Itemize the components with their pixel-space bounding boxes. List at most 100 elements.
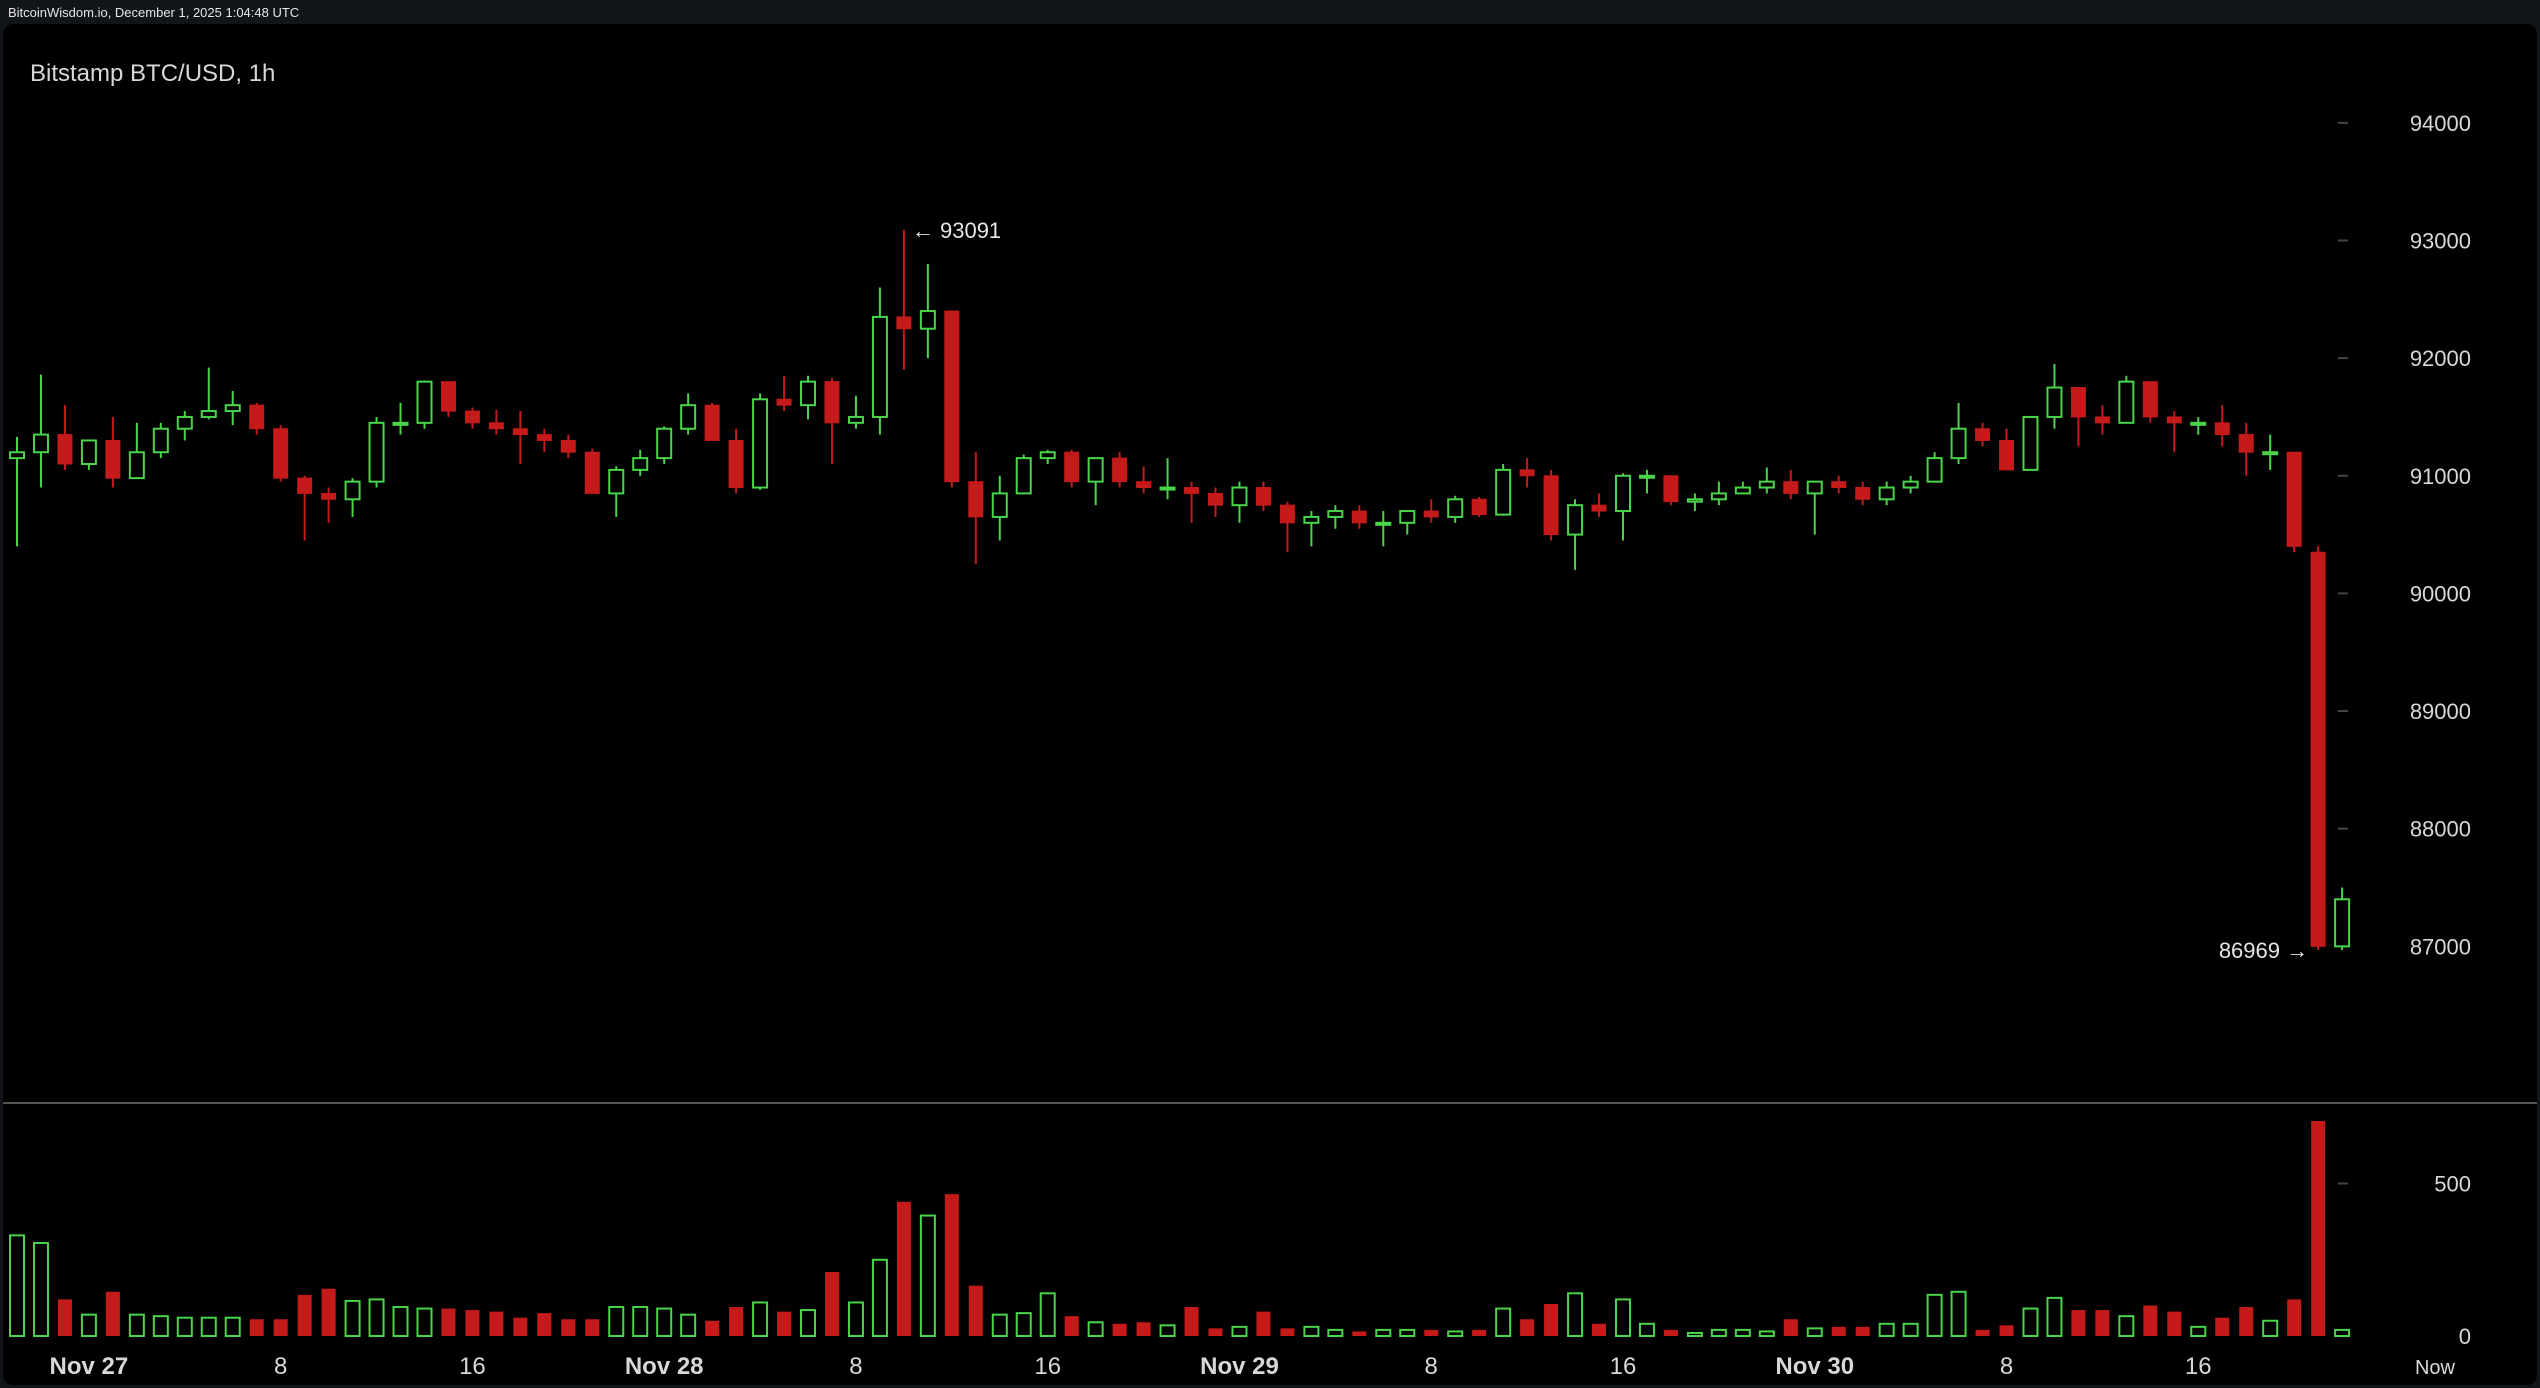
candle-body-up [847,415,864,424]
volume-bar-down [537,1313,552,1336]
volume-bar-up [1902,1322,1919,1337]
volume-bar-up [1231,1325,1248,1338]
volume-bar-down [824,1271,839,1336]
top-bar: BitcoinWisdom.io, December 1, 2025 1:04:… [0,0,2540,24]
candle-body-up [1327,510,1344,518]
time-axis-label: 16 [459,1353,486,1380]
volume-bar-up [1327,1328,1344,1338]
volume-bar-up [128,1313,145,1337]
time-axis-label: 8 [2000,1353,2013,1380]
volume-bar-down [705,1320,720,1336]
volume-bar-up [344,1299,361,1337]
volume-bar-down [1136,1322,1151,1336]
candle-body-up [2118,380,2135,424]
volume-bar-up [80,1313,97,1337]
volume-bar-down [777,1311,792,1336]
volume-bar-down [1831,1326,1846,1336]
volume-bar-up [2118,1315,2135,1337]
volume-bar-up [32,1241,49,1338]
candle-body-up [1159,486,1176,491]
candle-body-down [1543,475,1559,536]
candle-body-down [1279,504,1295,524]
candle-body-up [1015,457,1032,495]
volume-bar-down [1592,1323,1607,1336]
candle-body-down [1136,481,1152,489]
volume-bar-down [513,1317,528,1336]
volume-bar-down [2143,1305,2158,1336]
candle-body-down [1855,487,1871,500]
candle-body-down [488,422,504,430]
candle-body-down [2166,416,2182,424]
volume-bar-down [2071,1310,2086,1336]
candle-body-down [249,404,265,430]
price-tick-label: 94000 [2410,111,2471,136]
time-axis-label: 16 [2185,1353,2212,1380]
volume-bar-down [465,1310,480,1336]
volume-bar-down [1472,1329,1487,1336]
high-price-marker: ← 93091 [912,218,1001,243]
volume-bar-up [1495,1307,1512,1338]
volume-bar-down [2095,1310,2110,1336]
candle-body-down [512,428,528,436]
volume-bar-down [2287,1299,2302,1336]
candle-body-down [560,439,576,453]
price-tick-label: 93000 [2410,228,2471,253]
volume-bar-up [1447,1330,1464,1338]
volume-bar-up [1375,1328,1392,1338]
volume-bar-up [368,1298,385,1338]
volume-bar-up [1710,1328,1727,1338]
candle-body-up [1303,515,1320,524]
candle-body-up [224,404,241,413]
candle-body-up [1758,480,1775,489]
candle-body-up [991,492,1008,518]
candle-body-up [1495,468,1512,516]
candle-body-down [2214,422,2230,436]
candle-body-down [1112,457,1128,483]
volume-bar-up [991,1313,1008,1337]
candle-body-down [1975,428,1991,441]
candle-body-down [1783,481,1799,494]
candle-body-up [800,380,817,407]
volume-bar-up [2334,1328,2351,1338]
candle-body-up [608,468,625,495]
candle-body-down [1471,498,1487,516]
price-tick-label: 89000 [2410,699,2471,724]
candle-body-up [919,310,936,330]
volume-bar-up [800,1309,817,1337]
candle-body-up [1638,474,1655,479]
volume-bar-up [1806,1327,1823,1337]
candle-body-up [176,415,193,430]
candle-body-down [297,477,313,494]
candle-body-down [1999,439,2015,471]
candle-body-down [1255,487,1271,506]
candle-body-up [1231,486,1248,507]
volume-bar-up [9,1234,25,1337]
candle-body-down [1351,510,1367,524]
time-axis-label: Nov 30 [1775,1353,1854,1380]
volume-bar-up [919,1214,936,1338]
volume-bar-up [608,1306,625,1337]
volume-bar-up [2190,1325,2207,1338]
candle-body-down [2286,451,2302,547]
candle-body-up [2262,451,2279,456]
candle-body-up [1039,451,1056,460]
candle-body-down [896,316,912,330]
volume-bar-up [1303,1325,1320,1338]
volume-bar-down [1855,1326,1870,1336]
volume-bar-up [200,1316,217,1338]
volume-bar-down [2215,1317,2230,1336]
volume-bar-up [2262,1319,2279,1338]
volume-bar-down [273,1319,288,1336]
volume-bar-up [2046,1296,2063,1337]
volume-bar-up [871,1258,888,1338]
candle-body-up [9,451,25,460]
volume-bar-down [1544,1303,1559,1336]
candle-body-up [1375,521,1392,526]
candle-body-up [128,451,145,480]
volume-bar-down [489,1311,504,1336]
candle-body-down [1519,469,1535,477]
volume-bar-up [752,1301,769,1337]
candlestick-chart[interactable]: 94000 93000 92000 91000 90000 89000 88000 87000… [3,24,2537,1385]
volume-bar-down [1520,1319,1535,1336]
time-axis-label: 8 [274,1353,287,1380]
